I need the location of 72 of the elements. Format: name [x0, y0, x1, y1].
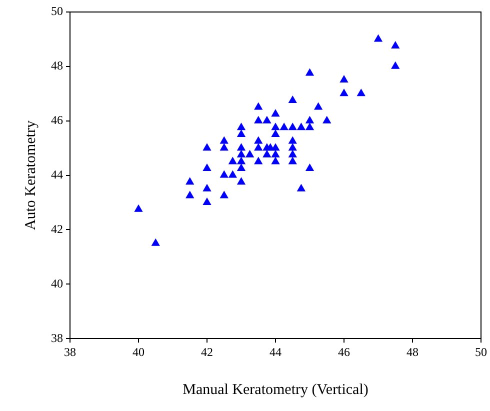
point	[254, 102, 262, 110]
y-axis-title: Auto Keratometry	[22, 120, 39, 230]
point	[134, 204, 142, 212]
point	[272, 144, 280, 151]
point	[203, 184, 211, 192]
x-tick-label: 50	[475, 344, 487, 359]
point	[340, 76, 348, 83]
point	[228, 170, 237, 178]
point	[272, 157, 280, 164]
point	[220, 191, 228, 198]
y-tick-label: 46	[51, 113, 63, 128]
x-tick-label: 48	[406, 344, 418, 359]
point	[262, 150, 271, 158]
x-tick-label: 40	[132, 344, 144, 359]
point	[306, 116, 314, 124]
x-axis-title: Manual Keratometry (Vertical)	[182, 382, 368, 398]
y-tick-label: 38	[51, 330, 63, 345]
point	[314, 102, 322, 110]
point	[203, 198, 211, 206]
y-tick-label: 48	[51, 58, 63, 73]
point	[237, 130, 246, 137]
point	[280, 123, 288, 130]
point	[186, 191, 194, 198]
point	[237, 164, 246, 171]
point	[272, 110, 280, 117]
point	[272, 130, 280, 137]
point	[391, 62, 400, 69]
point	[297, 123, 306, 130]
y-tick-label: 44	[51, 167, 63, 182]
point	[288, 157, 297, 164]
point	[220, 170, 228, 178]
point	[237, 157, 246, 164]
point	[288, 123, 297, 130]
point	[306, 164, 314, 171]
point	[272, 123, 280, 130]
point	[203, 164, 211, 171]
point	[254, 157, 262, 164]
point	[306, 68, 314, 76]
point	[272, 150, 280, 158]
point	[322, 116, 331, 124]
point	[246, 150, 254, 158]
y-tick-label: 40	[51, 276, 63, 290]
point	[288, 136, 297, 144]
point	[288, 96, 297, 103]
point	[340, 89, 348, 96]
point	[254, 116, 262, 124]
point	[220, 144, 228, 151]
point	[237, 150, 246, 158]
x-tick-label: 44	[270, 344, 282, 359]
point	[306, 123, 314, 130]
point	[288, 150, 297, 158]
point	[203, 144, 211, 151]
y-tick-label: 50	[51, 4, 63, 18]
point	[297, 184, 306, 192]
y-tick-label: 42	[51, 222, 63, 236]
point	[288, 144, 297, 151]
point	[254, 136, 262, 144]
x-tick-label: 38	[64, 344, 76, 359]
point	[186, 178, 194, 185]
point	[254, 144, 262, 151]
x-tick-label: 46	[338, 344, 350, 359]
x-tick-label: 42	[201, 344, 213, 359]
point	[357, 89, 366, 96]
point	[152, 238, 160, 246]
point	[228, 157, 237, 164]
point	[237, 144, 246, 151]
point	[262, 116, 271, 124]
point	[391, 42, 400, 49]
point	[220, 136, 228, 144]
point	[374, 34, 382, 42]
point	[237, 178, 246, 185]
point	[237, 123, 246, 130]
